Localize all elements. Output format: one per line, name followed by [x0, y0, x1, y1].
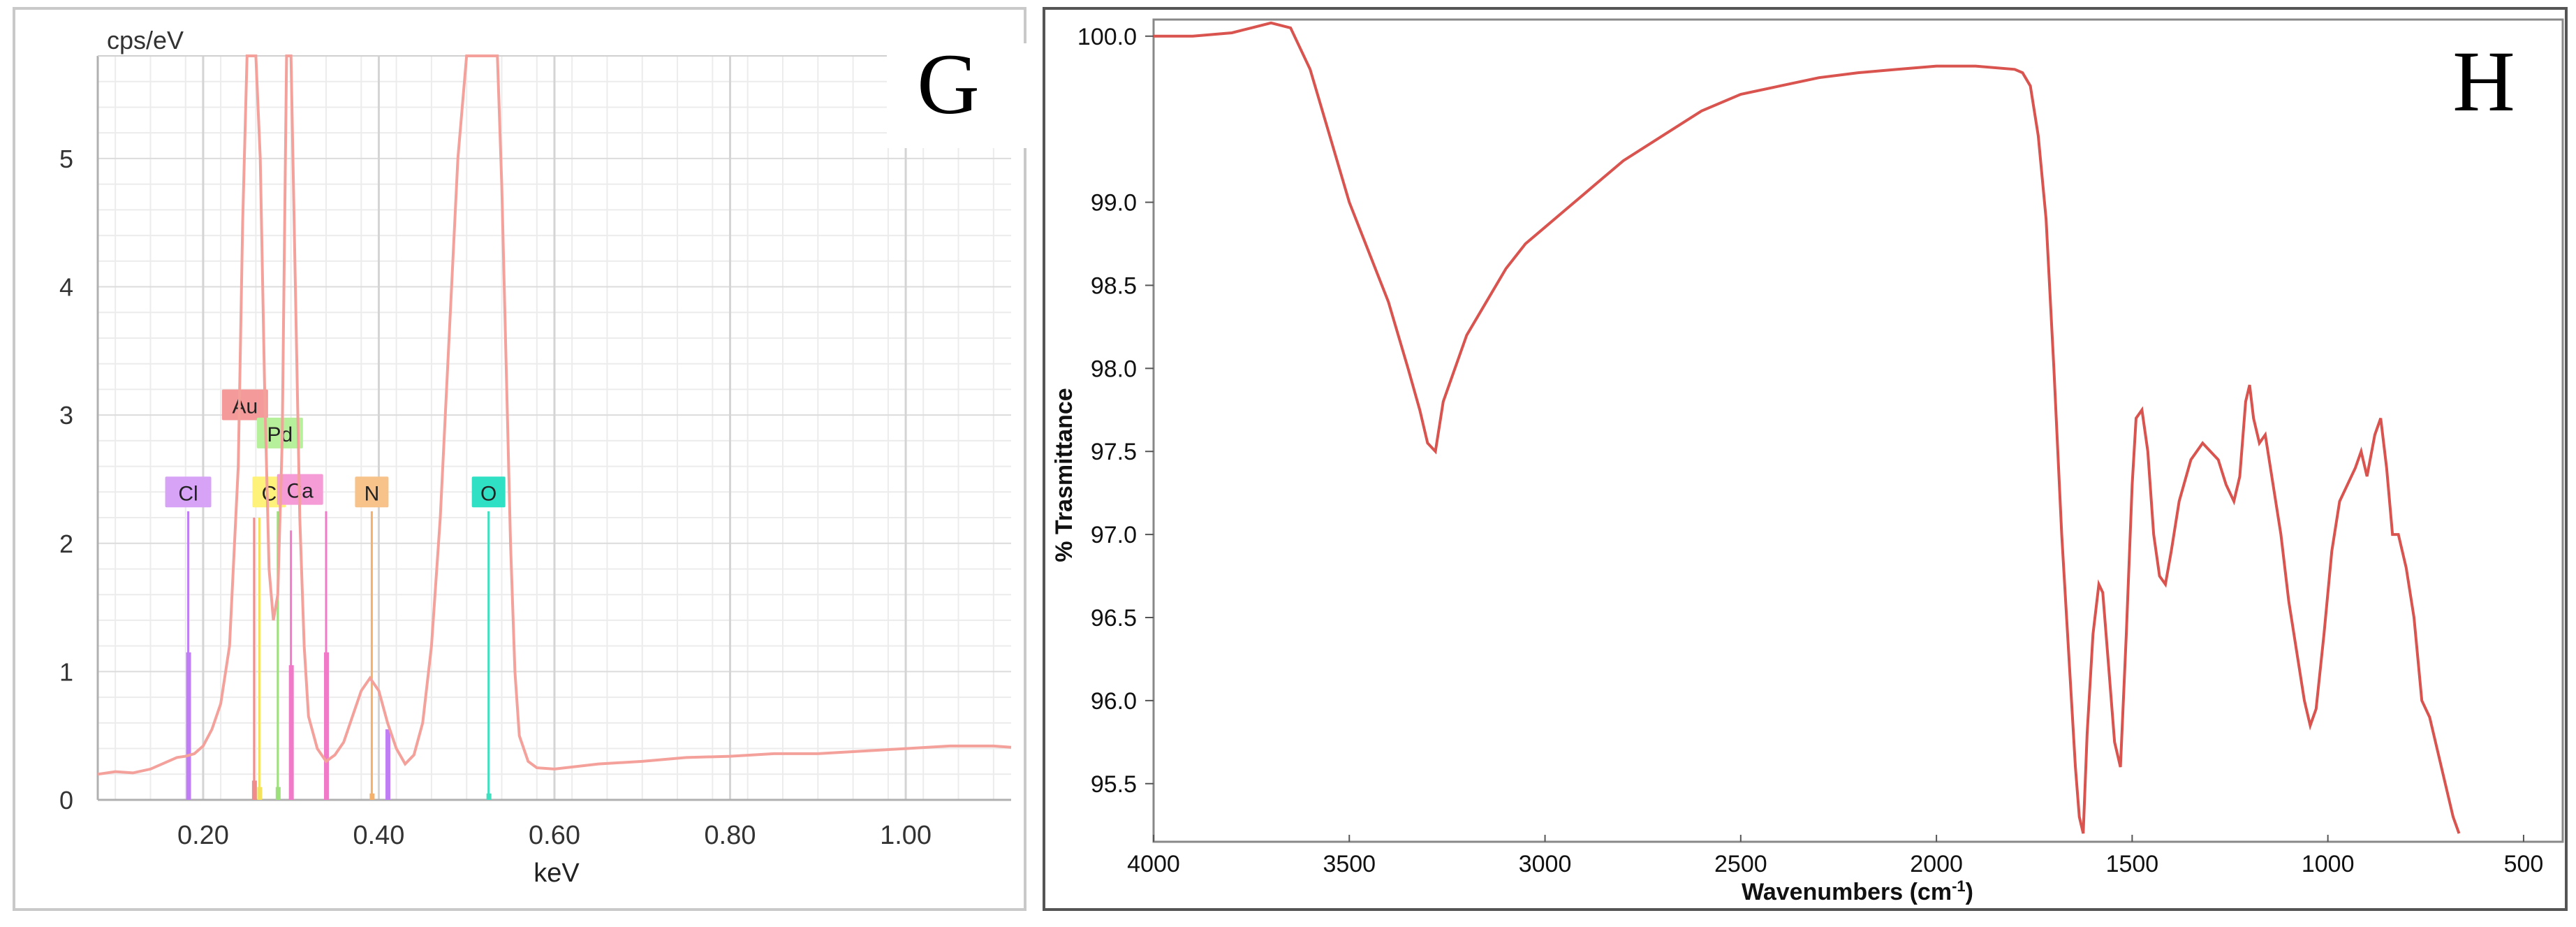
element-bar	[324, 652, 329, 800]
axis: 95.5 96.0 96.5 97.0 97.5 98.0 98.5 99.0 100.0 400…	[1077, 24, 2543, 877]
x-tick-label: 1000	[2302, 851, 2355, 877]
y-tick-label: 0	[59, 786, 73, 815]
element-label-n: N	[365, 482, 380, 505]
element-label-c: C	[262, 482, 277, 505]
y-tick-label: 96.5	[1091, 605, 1137, 632]
element-label-cl: Cl	[178, 482, 198, 505]
panel-letter-h: H	[2452, 34, 2515, 129]
plot-area-frame	[1152, 18, 2564, 843]
panel-letter-g: G	[917, 36, 980, 132]
x-tick-label: 1500	[2106, 851, 2159, 877]
y-tick-label: 1	[59, 657, 73, 686]
element-bar	[288, 665, 294, 800]
y-tick-label: 97.0	[1091, 522, 1137, 548]
x-tick-label: 2500	[1714, 851, 1767, 877]
y-tick-label: 3	[59, 401, 73, 430]
x-tick-label: 0.80	[705, 821, 756, 850]
x-tick-label: 1.00	[880, 821, 932, 850]
element-label-box	[256, 417, 303, 448]
y-axis-title: cps/eV	[107, 26, 184, 54]
x-tick-label: 2000	[1910, 851, 1963, 877]
element-bar	[369, 793, 375, 800]
element-bar	[257, 787, 263, 800]
y-tick-label: 98.5	[1091, 272, 1137, 299]
element-bar	[385, 729, 391, 800]
x-axis-title: Wavenumbers (cm-1)	[1742, 877, 1973, 906]
element-label-o: O	[480, 482, 496, 505]
y-tick-label: 96.0	[1091, 688, 1137, 715]
axis: 0 1 2 3 4 5 0.20 0.40 0.60 0.80 1.00	[59, 55, 1011, 850]
ftir-spectrum-panel: 95.5 96.0 96.5 97.0 97.5 98.0 98.5 99.0 100.0 400…	[1043, 7, 2568, 911]
x-tick-label: 500	[2504, 851, 2544, 877]
y-tick-label: 100.0	[1077, 24, 1137, 50]
element-label-box	[355, 476, 389, 508]
element-label-au: Au	[233, 395, 258, 418]
y-tick-label: 4	[59, 273, 73, 302]
element-bar	[186, 652, 191, 800]
y-tick-label: 99.0	[1091, 190, 1137, 217]
element-label-box	[165, 476, 212, 508]
y-axis-title: % Trasmittance	[1051, 388, 1077, 562]
eds-spectrum-line	[97, 54, 1012, 776]
y-tick-label: 95.5	[1091, 771, 1137, 798]
x-tick-label: 0.20	[177, 821, 229, 850]
y-tick-label: 5	[59, 145, 73, 173]
y-tick-label: 98.0	[1091, 356, 1137, 382]
y-tick-label: 97.5	[1091, 439, 1137, 465]
x-tick-label: 3000	[1519, 851, 1572, 877]
ftir-spectrum-line	[1154, 21, 2461, 834]
element-label-box	[221, 389, 268, 421]
element-label-box	[471, 476, 506, 508]
element-bar	[275, 787, 281, 800]
x-tick-label: 0.40	[353, 821, 404, 850]
y-tick-label: 2	[59, 530, 73, 558]
x-axis-title: keV	[533, 859, 580, 888]
panel-letter-background	[887, 43, 1026, 148]
element-label-pd: Pd	[267, 423, 293, 446]
x-tick-label: 3500	[1323, 851, 1376, 877]
element-bar	[486, 793, 492, 800]
x-tick-label: 0.60	[529, 821, 580, 850]
element-bar	[251, 780, 257, 800]
x-tick-label: 4000	[1127, 851, 1180, 877]
panel-h-frame	[1043, 7, 2568, 911]
